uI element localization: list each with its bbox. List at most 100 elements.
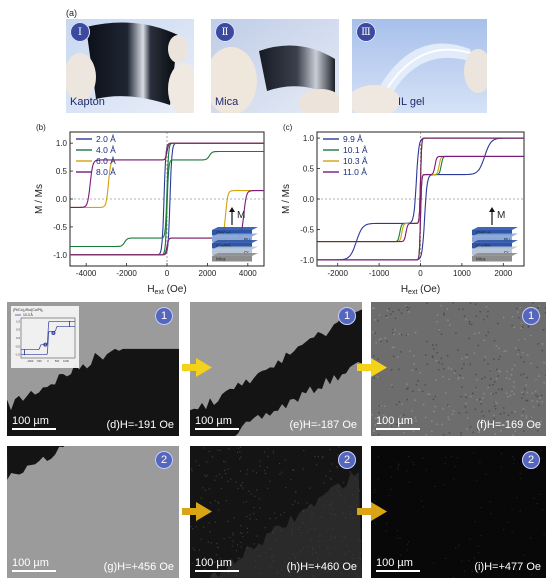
- domain-image-1: [7, 302, 179, 436]
- speckle: [422, 403, 425, 406]
- speckle: [398, 332, 401, 335]
- speckle: [217, 547, 219, 549]
- inset-loop-line: [21, 325, 75, 356]
- speckle: [272, 452, 275, 454]
- speckle: [406, 549, 408, 551]
- speckle: [520, 356, 522, 359]
- speckle: [518, 316, 520, 319]
- scale-bar: [376, 428, 420, 430]
- domain-image-panel: 2 100 µm (i)H=+477 Oe: [371, 446, 546, 578]
- photo-kapton: [66, 19, 194, 113]
- speckle: [313, 567, 315, 569]
- speckle: [477, 545, 479, 547]
- speckle: [520, 327, 522, 329]
- speckle: [535, 378, 537, 381]
- speckle: [488, 384, 491, 387]
- speckle: [348, 550, 350, 553]
- speckle: [228, 448, 230, 450]
- speckle: [307, 546, 309, 548]
- speckle: [498, 370, 500, 372]
- y-axis-title: M / Ms: [34, 184, 45, 214]
- speckle: [236, 451, 239, 453]
- speckle: [351, 564, 354, 566]
- speckle: [487, 331, 490, 334]
- domain-image-panel: 2 100 µm (h)H=+460 Oe: [190, 446, 362, 578]
- speckle: [384, 405, 386, 408]
- speckle: [265, 552, 267, 554]
- speckle: [483, 359, 485, 361]
- speckle: [435, 359, 438, 362]
- speckle: [329, 477, 331, 479]
- speckle: [451, 413, 454, 416]
- speckle: [476, 479, 478, 481]
- stack-layer-label: (Co/Pt)₂: [476, 243, 492, 248]
- speckle: [412, 430, 415, 433]
- speckle: [379, 337, 382, 340]
- speckle: [332, 493, 334, 495]
- roman-badge-2: Ⅱ: [215, 22, 235, 42]
- speckle: [391, 346, 394, 349]
- field-value-label: (e)H=-187 Oe: [289, 419, 357, 431]
- legend: 2.0 Å4.0 Å6.0 Å8.0 Å: [76, 134, 116, 177]
- speckle: [543, 533, 545, 535]
- speckle: [290, 479, 292, 481]
- speckle: [503, 529, 505, 531]
- y-tick-label: -0.5: [53, 223, 67, 232]
- speckle: [508, 378, 511, 380]
- speckle: [384, 337, 386, 339]
- speckle: [540, 457, 542, 459]
- speckle: [528, 325, 530, 327]
- speckle: [241, 482, 244, 484]
- speckle: [447, 416, 449, 419]
- speckle: [525, 384, 527, 386]
- speckle: [398, 368, 400, 371]
- speckle: [392, 310, 394, 313]
- x-tick-label: -2000: [116, 269, 137, 278]
- state-badge: 2: [522, 451, 540, 469]
- speckle: [195, 520, 198, 522]
- stack-layer-top: [212, 253, 258, 256]
- speckle: [322, 456, 324, 459]
- speckle: [227, 520, 229, 523]
- speckle: [322, 505, 324, 507]
- panel-letter: (c): [283, 123, 293, 132]
- speckle: [211, 456, 214, 458]
- speckle: [382, 414, 385, 417]
- speckle: [337, 491, 340, 493]
- speckle: [496, 402, 498, 405]
- speckle: [476, 378, 478, 381]
- speckle: [190, 526, 192, 528]
- state-badge: 1: [522, 307, 540, 325]
- speckle: [483, 339, 485, 342]
- speckle: [532, 406, 535, 408]
- speckle: [514, 410, 516, 413]
- speckle: [527, 326, 530, 328]
- speckle: [405, 388, 408, 390]
- speckle: [531, 574, 533, 576]
- speckle: [537, 429, 539, 432]
- speckle: [270, 556, 273, 558]
- speckle: [415, 384, 418, 386]
- speckle: [507, 522, 509, 524]
- speckle: [292, 553, 294, 555]
- y-tick-label: -1.0: [53, 251, 67, 260]
- speckle: [419, 372, 421, 374]
- speckle: [190, 510, 192, 513]
- speckle: [374, 500, 376, 502]
- x-axis-title: Hext (Oe): [401, 284, 440, 296]
- speckle: [269, 480, 271, 482]
- speckle: [310, 539, 312, 541]
- speckle: [494, 433, 497, 435]
- speckle: [258, 498, 261, 500]
- speckle: [524, 388, 526, 390]
- roman-badge-1: Ⅰ: [70, 22, 90, 42]
- speckle: [415, 420, 417, 422]
- speckle: [458, 308, 460, 310]
- speckle: [293, 469, 295, 471]
- speckle: [240, 541, 242, 544]
- speckle: [275, 528, 277, 531]
- speckle: [408, 481, 410, 483]
- speckle: [446, 354, 449, 357]
- field-value-label: (d)H=-191 Oe: [106, 419, 174, 431]
- speckle: [469, 426, 472, 428]
